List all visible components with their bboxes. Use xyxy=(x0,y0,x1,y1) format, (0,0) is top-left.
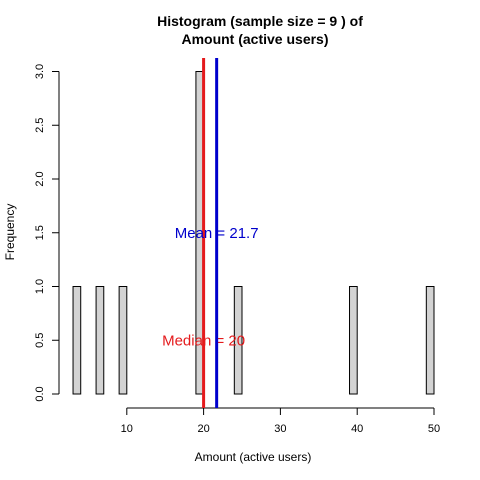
chart-title-line-1: Histogram (sample size = 9 ) of xyxy=(157,13,363,29)
y-tick-label: 1.0 xyxy=(34,279,46,294)
histogram-bar xyxy=(349,286,358,395)
x-tick-label: 30 xyxy=(274,423,286,435)
x-tick-label: 50 xyxy=(428,423,440,435)
y-axis-label: Frequency xyxy=(3,204,17,261)
y-tick-label: 0.5 xyxy=(34,333,46,348)
histogram-bar xyxy=(72,286,82,395)
y-tick-label: 0.0 xyxy=(34,386,46,401)
histogram-bar xyxy=(95,286,105,395)
y-tick-label: 2.5 xyxy=(34,118,46,133)
y-tick-label: 1.5 xyxy=(34,225,46,240)
histogram-bar xyxy=(118,286,128,395)
x-axis: 10 20 30 40 50 xyxy=(121,407,440,435)
y-axis: 0.0 0.5 1.0 1.5 2.0 2.5 3.0 xyxy=(34,64,60,402)
x-tick-label: 40 xyxy=(351,423,363,435)
y-tick-label: 2.0 xyxy=(34,171,46,186)
mean-label: Mean = 21.7 xyxy=(175,225,259,242)
reference-lines: Median = 20 Mean = 21.7 xyxy=(162,58,259,408)
y-tick-label: 3.0 xyxy=(34,64,46,79)
histogram-bar xyxy=(233,286,243,395)
x-axis-label: Amount (active users) xyxy=(195,450,312,464)
chart-title-line-2: Amount (active users) xyxy=(181,31,328,47)
histogram-bar xyxy=(425,286,435,395)
median-label: Median = 20 xyxy=(162,332,245,349)
x-tick-label: 10 xyxy=(121,423,133,435)
histogram-bars xyxy=(72,71,435,395)
x-tick-label: 20 xyxy=(197,423,209,435)
